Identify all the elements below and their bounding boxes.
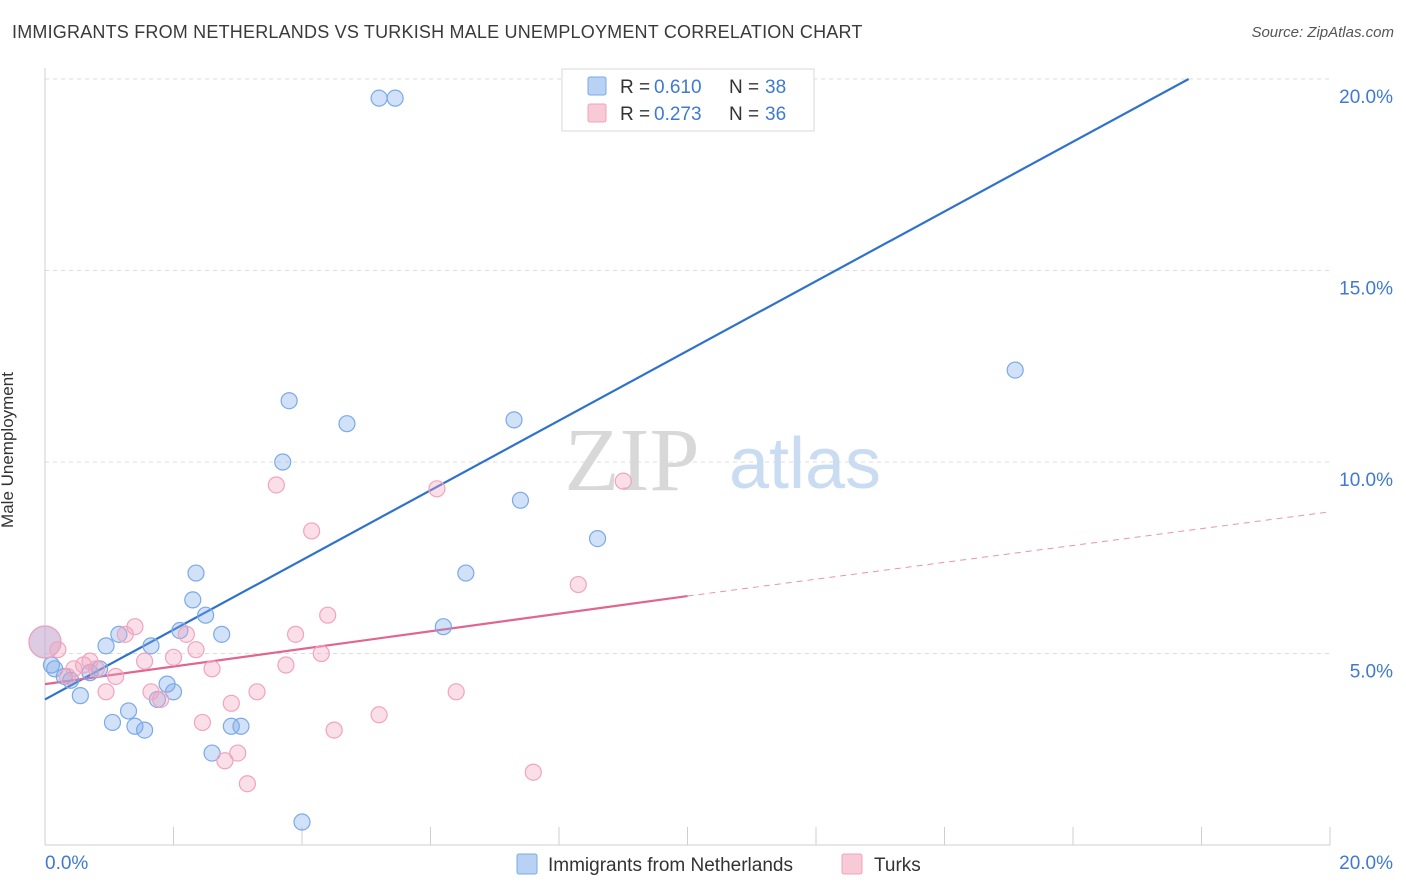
point-netherlands	[222, 717, 240, 735]
point-netherlands	[135, 721, 154, 739]
legend: Immigrants from Netherlands Turks	[516, 853, 921, 876]
point-netherlands	[184, 591, 202, 609]
point-turks	[203, 660, 221, 678]
point-turks	[65, 660, 83, 678]
point-turks	[286, 625, 305, 643]
point-netherlands	[103, 713, 122, 732]
point-turks	[152, 690, 170, 709]
point-turks	[303, 522, 321, 540]
stats-n-label-2: N =	[729, 104, 759, 125]
point-turks	[87, 660, 106, 678]
point-turks	[370, 706, 388, 724]
trend-line-turks	[44, 594, 688, 686]
point-turks	[164, 648, 183, 666]
data-points	[28, 89, 1024, 831]
stats-box: R = 0.610 N = 38 R = 0.273 N = 36	[561, 68, 815, 132]
trend-lines	[44, 78, 1331, 701]
point-netherlands	[142, 637, 160, 655]
point-turks	[277, 656, 295, 674]
point-netherlands	[203, 744, 221, 762]
point-netherlands	[1006, 361, 1024, 379]
point-turks	[49, 641, 67, 659]
point-turks	[229, 744, 247, 762]
point-netherlands	[164, 683, 183, 701]
tick-labels: 5.0% 10.0% 15.0% 20.0% 0.0% 20.0%	[45, 87, 1393, 874]
point-turks	[312, 644, 330, 663]
point-netherlands	[280, 392, 298, 410]
chart-title: IMMIGRANTS FROM NETHERLANDS VS TURKISH M…	[12, 22, 863, 42]
point-turks	[325, 721, 343, 739]
grid-lines	[45, 78, 1330, 654]
point-turks	[135, 652, 154, 670]
stats-n-value-2: 36	[765, 104, 786, 125]
point-netherlands	[386, 89, 404, 107]
stats-r-label-1: R =	[620, 77, 650, 98]
y-tick-label: 20.0%	[1339, 87, 1393, 108]
point-netherlands	[434, 618, 452, 636]
legend-label-turks: Turks	[874, 855, 921, 876]
point-turks	[614, 472, 632, 490]
point-netherlands	[213, 625, 231, 643]
point-netherlands	[71, 687, 89, 705]
x-tick-label: 0.0%	[45, 853, 88, 874]
point-netherlands	[42, 656, 61, 674]
point-netherlands	[232, 717, 250, 735]
source-label: Source: ZipAtlas.com	[1251, 24, 1394, 41]
point-netherlands	[457, 564, 475, 582]
point-turks	[238, 775, 256, 793]
point-turks	[177, 625, 195, 643]
point-turks	[524, 763, 542, 781]
point-netherlands	[588, 529, 607, 548]
legend-label-netherlands: Immigrants from Netherlands	[548, 855, 793, 876]
point-turks	[222, 694, 240, 712]
point-turks	[447, 683, 465, 701]
point-netherlands	[110, 625, 128, 643]
point-turks	[193, 713, 212, 732]
stats-swatch-pink	[587, 103, 607, 123]
y-tick-label: 15.0%	[1339, 279, 1393, 300]
watermark: ZIP atlas	[565, 411, 882, 510]
stats-n-label-1: N =	[729, 77, 759, 98]
point-turks	[126, 618, 144, 636]
legend-swatch-turks	[841, 853, 863, 875]
point-netherlands	[187, 564, 205, 582]
point-turks	[248, 683, 266, 701]
point-turks	[267, 476, 285, 494]
stats-r-value-1: 0.610	[654, 77, 702, 98]
point-turks	[216, 752, 234, 770]
stats-swatch-blue	[587, 76, 607, 96]
x-tick-label: 20.0%	[1339, 853, 1393, 874]
point-netherlands	[126, 717, 144, 735]
watermark-atlas: atlas	[729, 424, 881, 504]
point-netherlands	[274, 453, 292, 471]
point-netherlands	[293, 813, 311, 831]
legend-swatch-netherlands	[516, 853, 538, 875]
axes	[44, 68, 1331, 846]
point-netherlands	[338, 415, 356, 433]
point-netherlands	[97, 637, 115, 655]
y-tick-label: 5.0%	[1350, 662, 1393, 683]
point-turks	[428, 480, 446, 498]
point-netherlands	[370, 89, 388, 107]
y-tick-label: 10.0%	[1339, 470, 1393, 491]
point-netherlands	[505, 411, 523, 429]
watermark-zip: ZIP	[565, 411, 700, 510]
point-turks	[569, 575, 587, 594]
trend-line-netherlands	[44, 78, 1190, 701]
trend-line-turks-extension	[687, 511, 1331, 597]
point-netherlands	[197, 606, 215, 624]
stats-r-label-2: R =	[620, 104, 650, 125]
point-turks	[319, 606, 337, 624]
stats-n-value-1: 38	[765, 77, 786, 98]
point-netherlands	[119, 702, 138, 720]
point-turks	[187, 641, 205, 659]
point-turks	[97, 683, 115, 701]
stats-r-value-2: 0.273	[654, 104, 702, 125]
point-netherlands	[511, 491, 530, 509]
point-turks	[107, 667, 125, 686]
